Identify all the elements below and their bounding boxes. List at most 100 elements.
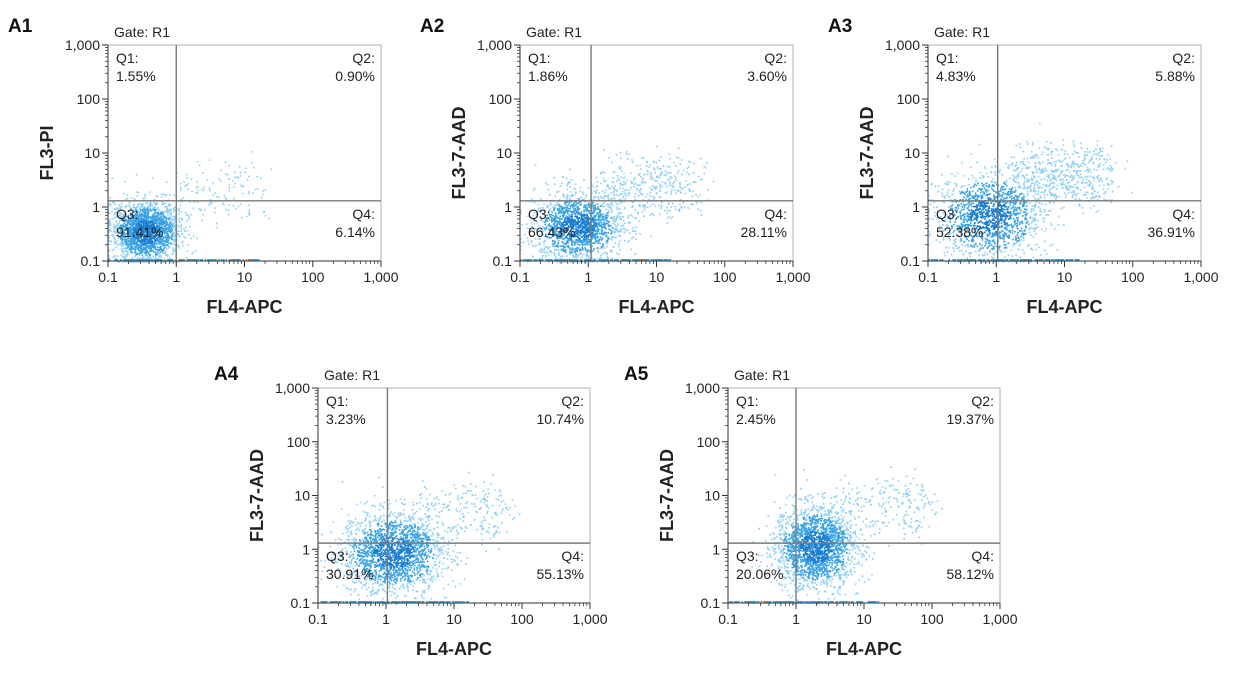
event-dot [163, 215, 165, 217]
event-dot [193, 208, 195, 210]
event-dot [597, 185, 599, 187]
event-dot [608, 207, 610, 209]
event-dot [150, 203, 152, 205]
gate-label: Gate: R1 [526, 24, 582, 40]
event-dot [604, 247, 606, 249]
event-dot [612, 236, 614, 238]
event-dot [589, 213, 591, 215]
x-tick-label: 1 [172, 269, 180, 285]
event-dot [196, 186, 198, 188]
event-dot [169, 259, 171, 261]
event-dot [248, 176, 250, 178]
event-dot [580, 224, 582, 226]
event-dot [683, 202, 685, 204]
event-dot [186, 257, 188, 259]
event-dot [554, 254, 556, 256]
event-dot [659, 190, 661, 192]
event-dot [169, 221, 171, 223]
event-dot [572, 247, 574, 249]
event-dot [158, 219, 160, 221]
event-dot [607, 232, 609, 234]
event-dot [191, 178, 193, 180]
event-dot [171, 209, 173, 211]
event-dot [154, 203, 156, 205]
event-dot [139, 207, 141, 209]
y-tick-label: 100 [489, 91, 513, 107]
event-dot [688, 161, 690, 163]
event-dot [558, 253, 560, 255]
event-dot [565, 211, 567, 213]
event-dot [244, 172, 246, 174]
event-dot [653, 214, 655, 216]
event-dot [567, 196, 569, 198]
event-dot [147, 213, 149, 215]
event-dot [144, 195, 146, 197]
event-dot [593, 229, 595, 231]
event-dot [587, 238, 589, 240]
event-dot [649, 165, 651, 167]
event-dot [583, 179, 585, 181]
event-dot [148, 253, 150, 255]
event-dot [602, 171, 604, 173]
event-dot [696, 202, 698, 204]
event-dot [648, 167, 650, 169]
event-dot [163, 245, 165, 247]
event-dot [127, 198, 129, 200]
event-dot [628, 259, 630, 261]
event-dot [225, 161, 227, 163]
event-dot [561, 241, 563, 243]
event-dot [187, 230, 189, 232]
event-dot [562, 256, 564, 258]
event-dot [593, 222, 595, 224]
event-dot [582, 232, 584, 234]
event-dot [131, 241, 133, 243]
event-dot [597, 250, 599, 252]
event-dot [586, 253, 588, 255]
event-dot [632, 215, 634, 217]
event-dot [179, 235, 181, 237]
event-dot [620, 212, 622, 214]
event-dot [228, 209, 230, 211]
event-dot [183, 236, 185, 238]
event-dot [155, 240, 157, 242]
event-dot [617, 175, 619, 177]
event-dot [151, 246, 153, 248]
event-dot [589, 257, 591, 259]
event-dot [580, 226, 582, 228]
event-dot [113, 256, 115, 258]
event-dot [541, 252, 543, 254]
event-dot [137, 246, 139, 248]
event-dot [209, 188, 211, 190]
event-dot [684, 186, 686, 188]
event-dot [616, 237, 618, 239]
event-dot [203, 190, 205, 192]
event-dot [666, 172, 668, 174]
event-dot [585, 217, 587, 219]
event-dot [608, 210, 610, 212]
event-dot [568, 181, 570, 183]
event-dot [631, 238, 633, 240]
event-dot [122, 256, 124, 258]
event-dot [584, 221, 586, 223]
event-dot [613, 223, 615, 225]
event-dot [646, 165, 648, 167]
event-dot [660, 184, 662, 186]
event-dot [157, 208, 159, 210]
event-dot [616, 206, 618, 208]
event-dot [179, 226, 181, 228]
event-dot [677, 191, 679, 193]
event-dot [641, 259, 643, 261]
event-dot [152, 244, 154, 246]
event-dot [596, 225, 598, 227]
event-dot [550, 203, 552, 205]
event-dot [636, 188, 638, 190]
event-dot [671, 185, 673, 187]
event-dot [152, 219, 154, 221]
event-dot [135, 248, 137, 250]
event-dot [595, 186, 597, 188]
event-dot [678, 148, 680, 150]
event-dot [178, 210, 180, 212]
event-dot [599, 216, 601, 218]
event-dot [607, 195, 609, 197]
event-dot [607, 236, 609, 238]
